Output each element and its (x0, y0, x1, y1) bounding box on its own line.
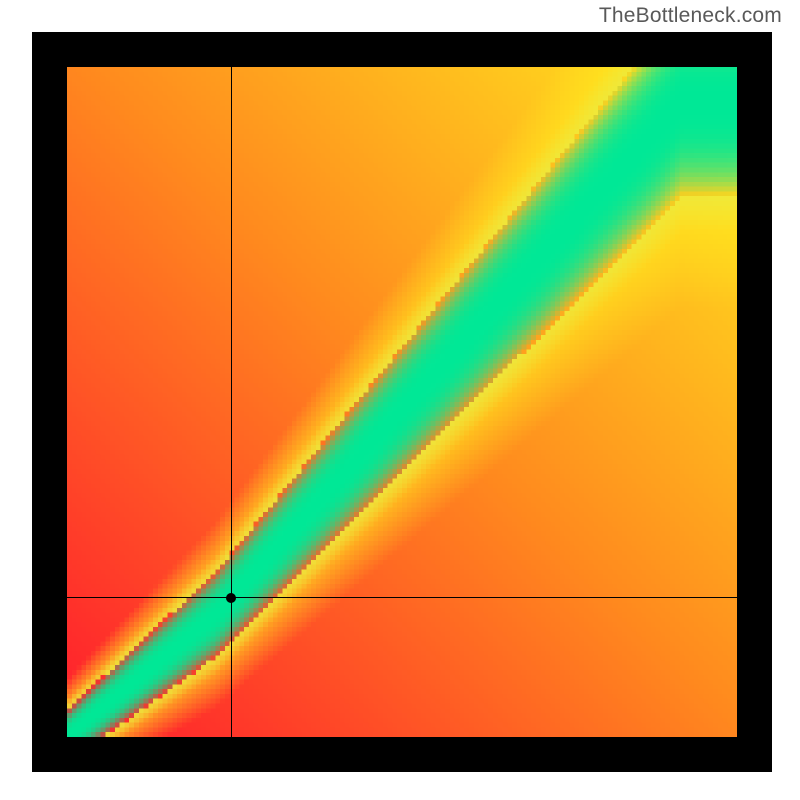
heatmap-plot (67, 67, 737, 737)
watermark-label: TheBottleneck.com (599, 4, 782, 28)
chart-container: TheBottleneck.com (0, 0, 800, 800)
heatmap-canvas (67, 67, 737, 737)
